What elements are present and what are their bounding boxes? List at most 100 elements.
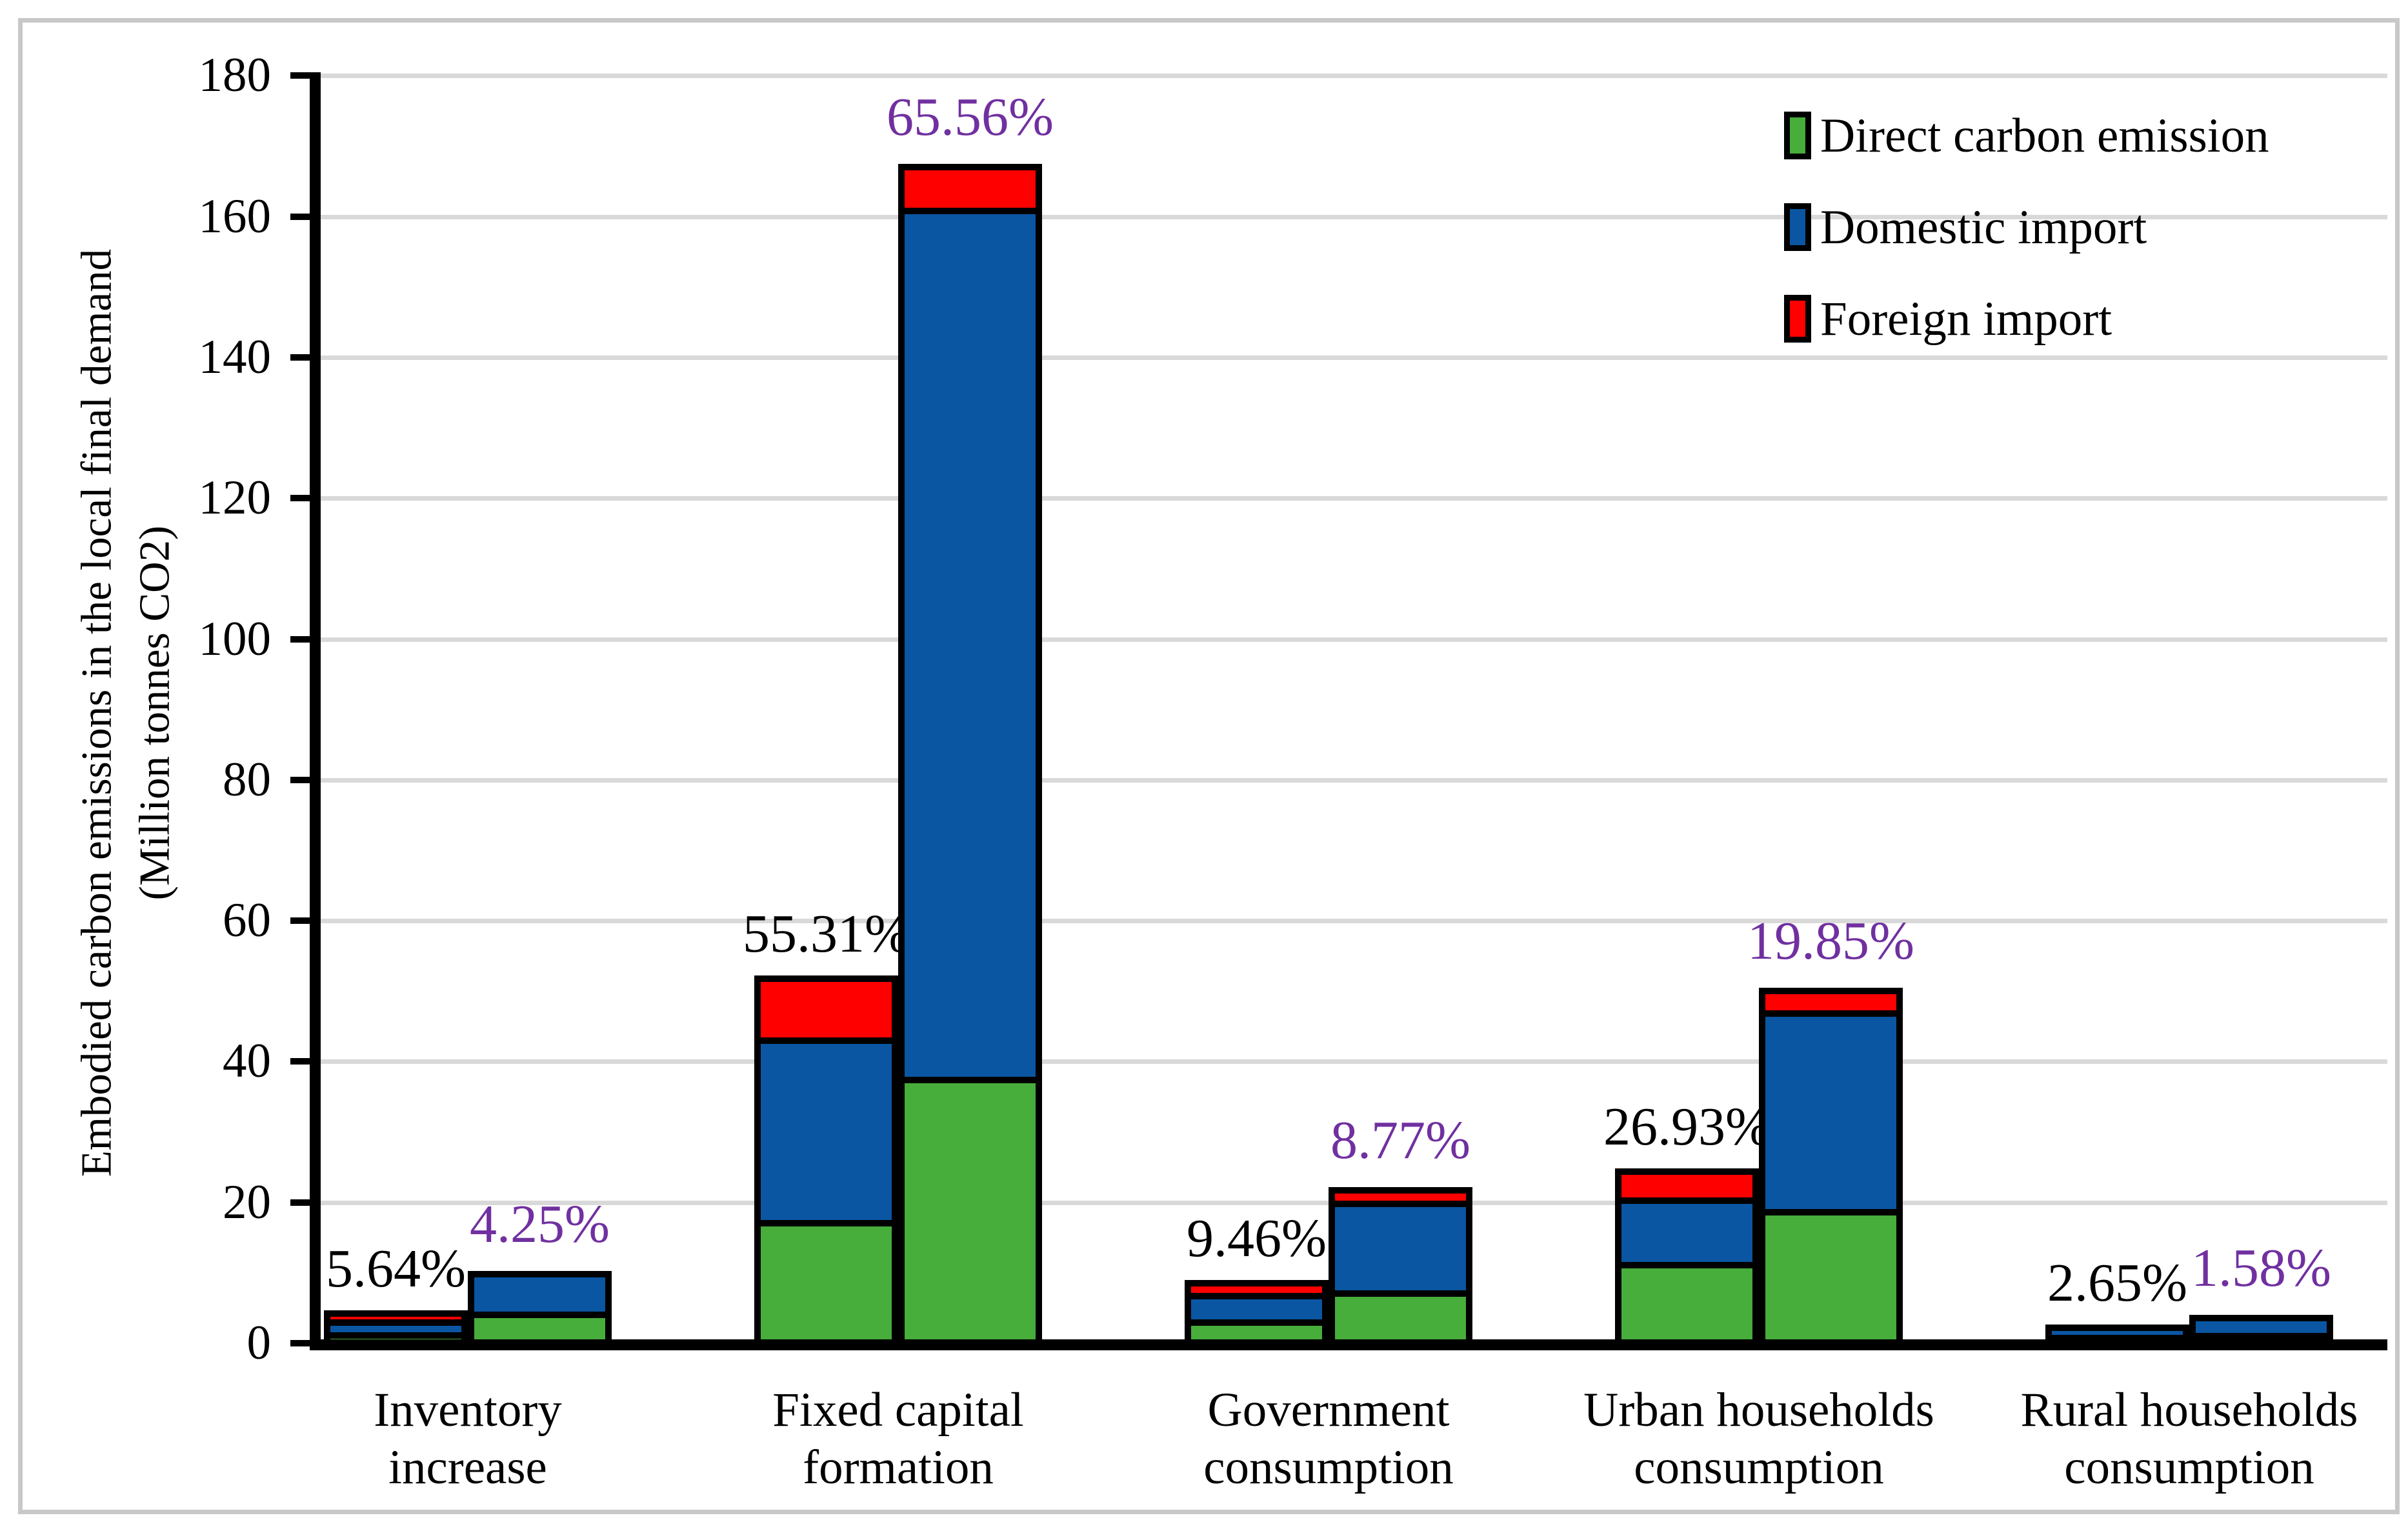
y-tick-label: 40 bbox=[223, 1034, 271, 1088]
legend-label: Direct carbon emission bbox=[1820, 108, 2269, 163]
segment-divider bbox=[905, 207, 1036, 214]
direct-carbon-segment bbox=[474, 1317, 605, 1343]
stacked-bar bbox=[468, 1270, 612, 1350]
segment-divider bbox=[1191, 1319, 1322, 1326]
y-tick-label: 60 bbox=[223, 894, 271, 948]
y-axis-tick bbox=[290, 354, 310, 361]
x-category-label-line: consumption bbox=[1203, 1440, 1454, 1494]
stacked-bar-segments bbox=[1621, 1175, 1752, 1343]
segment-divider bbox=[330, 1319, 461, 1326]
y-tick-label: 80 bbox=[223, 752, 271, 806]
stacked-bar-segments bbox=[761, 982, 892, 1343]
gridline bbox=[321, 777, 2387, 783]
direct-carbon-segment bbox=[1621, 1268, 1752, 1343]
stacked-bar-segments bbox=[474, 1277, 605, 1343]
share-percentage-label: 2.65% bbox=[2047, 1252, 2187, 1313]
y-axis-tick bbox=[290, 213, 310, 220]
segment-divider bbox=[1335, 1290, 1466, 1297]
domestic-import-segment bbox=[330, 1326, 461, 1333]
legend-label: Foreign import bbox=[1820, 292, 2112, 346]
x-category-label-line: formation bbox=[803, 1440, 994, 1494]
x-category-label-line: Urban households bbox=[1583, 1383, 1934, 1437]
segment-divider bbox=[330, 1332, 461, 1339]
foreign-import-segment bbox=[1765, 994, 1896, 1010]
stacked-bar bbox=[754, 975, 898, 1350]
share-percentage-label: 8.77% bbox=[1330, 1110, 1470, 1170]
x-category-label: Rural households consumption bbox=[2021, 1382, 2358, 1496]
share-percentage-label: 55.31% bbox=[743, 904, 910, 965]
domestic-import-segment bbox=[1621, 1204, 1752, 1262]
domestic-import-segment bbox=[2196, 1321, 2327, 1334]
segment-divider bbox=[761, 1037, 892, 1045]
segment-divider bbox=[1621, 1261, 1752, 1268]
stacked-bar-segments bbox=[1765, 994, 1896, 1343]
y-axis-tick bbox=[290, 495, 310, 502]
share-percentage-label: 4.25% bbox=[470, 1194, 610, 1254]
x-category-label-line: Inventory bbox=[374, 1383, 562, 1437]
stacked-bar bbox=[898, 163, 1042, 1350]
segment-divider bbox=[905, 1077, 1036, 1084]
stacked-bar-segments bbox=[1191, 1286, 1322, 1343]
gridline bbox=[321, 214, 2387, 219]
segment-divider bbox=[1765, 1208, 1896, 1215]
foreign-import-segment bbox=[1335, 1193, 1466, 1201]
segment-divider bbox=[474, 1311, 605, 1318]
stacked-bar-segments bbox=[1335, 1193, 1466, 1343]
x-axis-line bbox=[310, 1339, 2387, 1350]
direct-swatch bbox=[1784, 112, 1811, 159]
domestic-import-segment bbox=[1191, 1299, 1322, 1319]
domestic-import-segment bbox=[905, 214, 1036, 1077]
legend-label: Domestic import bbox=[1820, 200, 2147, 254]
x-category-label-line: increase bbox=[388, 1440, 547, 1494]
gridline bbox=[321, 637, 2387, 642]
y-axis-tick bbox=[290, 776, 310, 783]
segment-divider bbox=[1621, 1197, 1752, 1205]
gridline bbox=[321, 1059, 2387, 1065]
y-tick-label: 160 bbox=[198, 189, 272, 243]
direct-carbon-segment bbox=[1335, 1297, 1466, 1343]
legend-item-foreign: Foreign import bbox=[1784, 294, 2269, 343]
foreign-import-segment bbox=[1621, 1175, 1752, 1198]
direct-carbon-segment bbox=[761, 1226, 892, 1343]
y-axis-tick bbox=[290, 1340, 310, 1346]
direct-carbon-segment bbox=[905, 1083, 1036, 1343]
foreign-import-segment bbox=[330, 1316, 461, 1320]
x-category-label: Urban households consumption bbox=[1583, 1382, 1934, 1496]
x-category-label-line: consumption bbox=[1634, 1440, 1884, 1494]
stacked-bar bbox=[1615, 1168, 1759, 1350]
domestic-import-segment bbox=[1765, 1016, 1896, 1209]
foreign-import-segment bbox=[1191, 1286, 1322, 1294]
domestic-import-segment bbox=[2052, 1330, 2183, 1335]
segment-divider bbox=[1765, 1010, 1896, 1017]
y-axis-line bbox=[310, 72, 321, 1350]
domestic-import-segment bbox=[1335, 1207, 1466, 1291]
gridline bbox=[321, 919, 2387, 924]
segment-divider bbox=[2052, 1335, 2183, 1342]
legend: Direct carbon emission Domestic import For… bbox=[1784, 111, 2269, 386]
domestic-import-segment bbox=[474, 1277, 605, 1312]
x-category-label: Government consumption bbox=[1203, 1382, 1454, 1496]
gridline bbox=[321, 74, 2387, 79]
foreign-import-segment bbox=[905, 170, 1036, 208]
share-percentage-label: 26.93% bbox=[1603, 1097, 1771, 1157]
y-tick-label: 0 bbox=[246, 1316, 272, 1370]
x-category-label: Inventory increase bbox=[374, 1382, 562, 1496]
gridline bbox=[321, 496, 2387, 501]
legend-item-domestic: Domestic import bbox=[1784, 203, 2269, 252]
y-axis-tick bbox=[290, 72, 310, 79]
segment-divider bbox=[2196, 1333, 2327, 1340]
share-percentage-label: 5.64% bbox=[326, 1238, 466, 1299]
stacked-bar-segments bbox=[905, 170, 1036, 1343]
x-category-label-line: Rural households bbox=[2020, 1383, 2358, 1437]
y-axis-tick bbox=[290, 1199, 310, 1206]
y-tick-label: 100 bbox=[198, 612, 272, 666]
foreign-swatch bbox=[1784, 295, 1811, 343]
y-axis-tick bbox=[290, 1058, 310, 1065]
foreign-import-segment bbox=[761, 982, 892, 1038]
gridline bbox=[321, 355, 2387, 360]
share-percentage-label: 9.46% bbox=[1187, 1208, 1327, 1268]
segment-divider bbox=[761, 1220, 892, 1227]
stacked-bar bbox=[1759, 987, 1903, 1350]
direct-carbon-segment bbox=[1765, 1215, 1896, 1343]
